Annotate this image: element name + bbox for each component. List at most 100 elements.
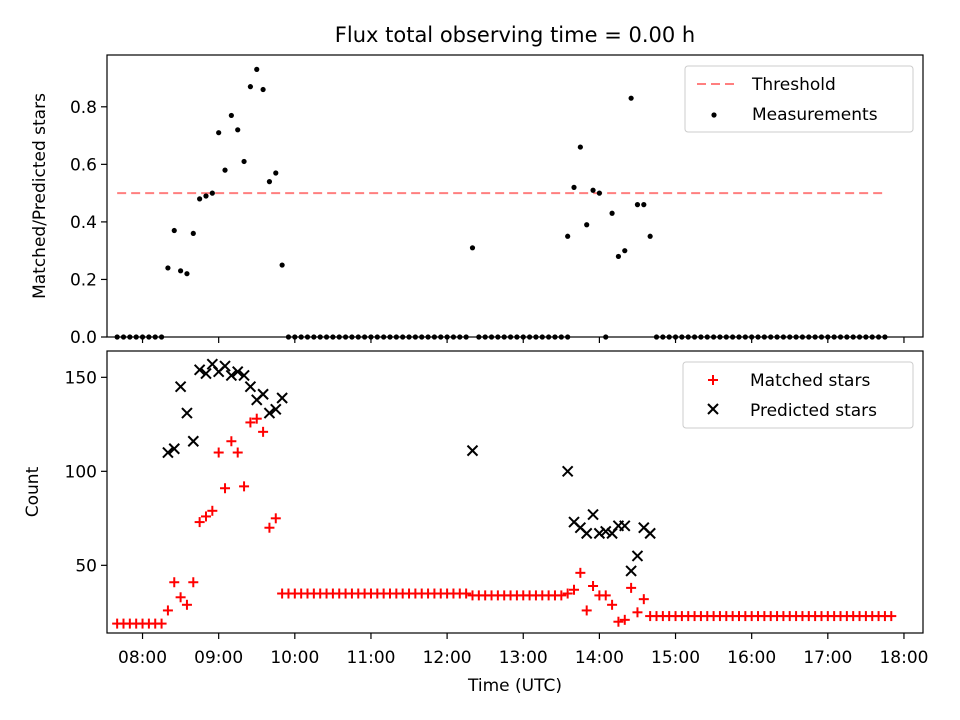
predicted-stars-point	[625, 565, 637, 577]
top-data-layer	[114, 66, 888, 340]
measurements-point	[279, 262, 285, 268]
top-x-ticks	[141, 337, 905, 343]
measurements-legend-swatch	[711, 112, 717, 118]
matched-stars-point	[188, 577, 199, 588]
measurements-point	[565, 233, 571, 239]
bottom-y-ticks: 50 100 150	[65, 368, 107, 576]
x-tick-label: 15:00	[651, 648, 700, 668]
matched-stars-point	[213, 447, 224, 458]
top-y-tick-label: 0.0	[70, 328, 97, 348]
predicted-stars-point	[631, 550, 644, 562]
measurements-point	[184, 271, 190, 277]
bottom-data-layer	[112, 358, 897, 629]
measurements-point	[266, 179, 273, 185]
predicted-stars-legend-swatch	[707, 403, 719, 415]
matched-stars-point	[607, 599, 618, 610]
bottom-x-ticks: 08:00 09:00 10:00 11:00 12:00 13:00 14:00 15:00…	[118, 633, 928, 668]
matched-stars-point	[156, 618, 167, 629]
matched-stars-point	[169, 577, 180, 588]
matched-stars-point	[207, 505, 218, 516]
matched-stars-legend-label: Matched stars	[750, 371, 870, 391]
matched-stars-point	[581, 605, 592, 616]
matched-stars-point	[638, 594, 649, 605]
predicted-stars-point	[587, 508, 599, 521]
matched-stars-point	[613, 616, 624, 627]
measurements-point	[634, 202, 641, 208]
matched-stars-point	[886, 611, 897, 622]
top-y-ticks: 0.0 0.2 0.4 0.6 0.8	[70, 98, 107, 348]
top-panel: 0.00.20.40.60.8 Matched/Predicted stars …	[30, 54, 924, 348]
predicted-stars-point	[580, 527, 593, 540]
matched-stars-point	[461, 588, 472, 599]
measurements-point	[273, 170, 279, 176]
matched-stars-point	[258, 426, 269, 437]
predicted-stars-point	[174, 381, 187, 393]
measurements-point	[469, 245, 476, 251]
measurements-point	[622, 248, 628, 254]
measurements-point	[235, 127, 241, 133]
predicted-stars-point	[219, 360, 231, 372]
matched-stars-point	[588, 581, 599, 591]
predicted-stars-point	[238, 369, 250, 382]
x-tick-label: 17:00	[803, 648, 852, 668]
measurements-point	[596, 190, 602, 196]
predicted-stars-point	[162, 446, 174, 459]
measurements-point	[577, 144, 583, 150]
measurements-point	[165, 265, 171, 271]
predicted-stars-point	[270, 403, 282, 415]
bottom-y-tick-label: 150	[65, 368, 97, 388]
measurements-point	[571, 184, 577, 190]
predicted-stars-point	[619, 520, 631, 532]
predicted-stars-point	[466, 444, 479, 457]
x-tick-label: 08:00	[118, 648, 167, 668]
top-y-tick-label: 0.8	[70, 98, 97, 118]
matched-stars-point	[245, 417, 256, 428]
measurements-point	[190, 230, 196, 237]
matched-stars-point	[632, 607, 643, 618]
predicted-stars-point	[257, 388, 269, 400]
x-tick-label: 16:00	[727, 648, 776, 668]
matched-stars-point	[619, 614, 630, 625]
x-tick-label: 10:00	[270, 648, 319, 668]
top-legend: Threshold Measurements	[684, 65, 914, 133]
predicted-stars-point	[644, 527, 656, 540]
matched-stars-point	[556, 590, 567, 601]
predicted-stars-point	[600, 525, 612, 538]
predicted-stars-point	[187, 435, 200, 447]
figure-title: Flux total observing time = 0.00 h	[335, 23, 695, 47]
measurements-point	[171, 227, 177, 234]
matched-stars-point	[569, 584, 580, 595]
matched-stars-point	[264, 522, 275, 533]
measurements-point	[647, 233, 653, 239]
x-tick-label: 12:00	[423, 648, 472, 668]
matched-stars-point	[232, 447, 243, 458]
bottom-panel: 50 100 150 08:00 09:00 10:00 11:00 12:00 13:00 1…	[23, 350, 928, 696]
measurements-point	[209, 190, 215, 196]
top-y-tick-label: 0.6	[70, 155, 97, 175]
measurements-point	[216, 130, 222, 136]
matched-stars-point	[270, 513, 281, 524]
predicted-stars-point	[181, 407, 193, 419]
measurements-point	[197, 196, 203, 202]
matched-stars-point	[175, 592, 186, 603]
measurements-point	[615, 253, 622, 260]
bottom-legend-box	[682, 361, 914, 429]
bottom-legend: Matched stars Predicted stars	[682, 361, 914, 429]
predicted-stars-legend-label: Predicted stars	[750, 401, 877, 421]
measurements-point	[628, 95, 634, 101]
measurements-point	[228, 112, 234, 119]
threshold-legend-label: Threshold	[751, 75, 836, 95]
bottom-y-axis-label: Count	[23, 466, 43, 517]
matched-stars-point	[226, 436, 237, 447]
predicted-stars-point	[193, 364, 206, 376]
measurements-point	[609, 210, 615, 216]
top-axes-frame	[106, 54, 924, 338]
bottom-axes-frame	[106, 350, 924, 634]
predicted-stars-point	[200, 367, 212, 380]
x-tick-label: 18:00	[879, 648, 928, 668]
predicted-stars-point	[561, 465, 574, 478]
predicted-stars-point	[263, 407, 276, 419]
measurements-point	[222, 167, 228, 173]
measurements-legend-label: Measurements	[752, 105, 878, 125]
x-tick-label: 14:00	[575, 648, 624, 668]
